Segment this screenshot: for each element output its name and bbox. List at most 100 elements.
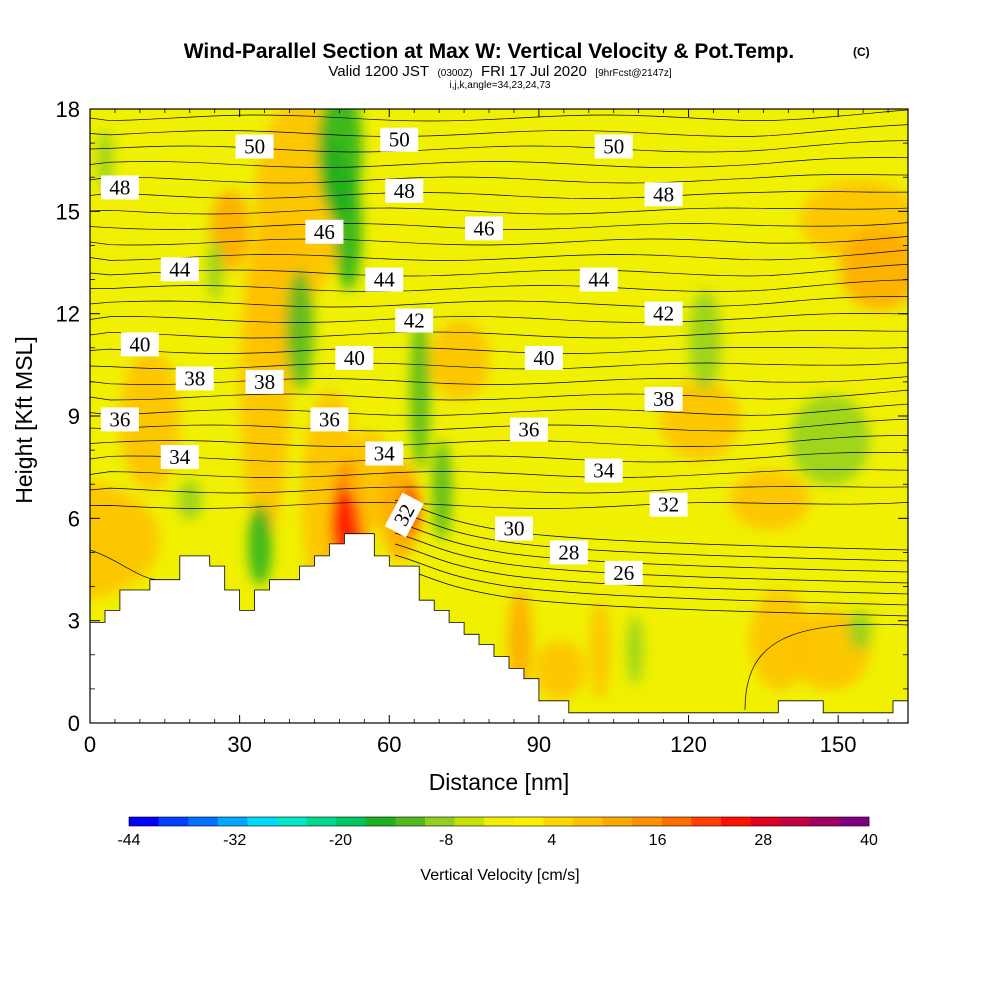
isentrope <box>394 543 908 595</box>
velocity-cell <box>430 320 490 400</box>
isentrope <box>90 389 908 401</box>
colorbar-label: Vertical Velocity [cm/s] <box>420 867 579 884</box>
subtitle-date: FRI 17 Jul 2020 <box>481 63 587 80</box>
colorbar-swatch <box>721 817 751 826</box>
isentrope <box>394 532 908 584</box>
velocity-cell <box>286 270 314 390</box>
colorbar-swatch <box>158 817 189 826</box>
isentrope <box>90 124 908 137</box>
velocity-cell <box>410 310 430 470</box>
velocity-cell <box>848 610 872 650</box>
chart-subtitle: Valid 1200 JST (0300Z) FRI 17 Jul 2020 [… <box>328 63 671 80</box>
y-tick-label: 15 <box>56 199 80 224</box>
subtitle-indices: i,j,k,angle=34,23,24,73 <box>450 80 551 91</box>
contour-label-text: 46 <box>314 220 335 244</box>
colorbar-swatch <box>336 817 367 826</box>
contour-label-text: 36 <box>518 418 539 442</box>
colorbar-tick-label: 40 <box>860 832 878 849</box>
isentrope <box>394 499 908 551</box>
velocity-cell <box>508 590 532 690</box>
colorbar-swatch <box>217 817 248 826</box>
colorbar-swatch <box>632 817 663 826</box>
colorbar-tick-label: -32 <box>223 832 246 849</box>
colorbar-swatch <box>425 817 455 826</box>
contour-label-text: 32 <box>658 493 679 517</box>
velocity-cell <box>840 230 908 310</box>
isentrope <box>90 263 908 277</box>
contour-label-text: 36 <box>109 407 130 431</box>
velocity-cell <box>0 110 82 250</box>
contour-label: 48 <box>385 178 424 203</box>
contour-label-text: 50 <box>603 135 624 159</box>
contour-label: 50 <box>235 134 274 159</box>
velocity-cell <box>730 470 810 530</box>
isentrope <box>90 376 908 385</box>
contour-label-text: 38 <box>653 387 674 411</box>
colorbar-swatch <box>247 817 278 826</box>
colorbar-swatch <box>809 817 840 826</box>
isentrope <box>90 403 908 416</box>
contour-label: 34 <box>160 444 199 469</box>
colorbar-tick-label: -44 <box>117 832 140 849</box>
subtitle-valid: Valid 1200 JST <box>328 63 429 80</box>
colorbar-swatch <box>129 817 159 826</box>
isentrope <box>90 191 908 199</box>
x-tick-label: 60 <box>377 732 401 757</box>
colorbar-swatch <box>277 817 307 826</box>
contour-label-text: 48 <box>394 179 415 203</box>
velocity-cell <box>248 505 272 585</box>
contour-label: 30 <box>494 516 533 541</box>
isentrope <box>394 521 908 573</box>
copyright-mark: (C) <box>853 45 870 59</box>
contour-label-text: 28 <box>558 540 579 564</box>
isentrope <box>90 362 908 370</box>
x-tick-label: 90 <box>527 732 551 757</box>
contour-label-text: 44 <box>374 268 396 292</box>
colorbar-swatch <box>602 817 633 826</box>
contour-label: 48 <box>644 182 683 207</box>
contour-label-text: 44 <box>169 257 191 281</box>
colorbar-swatch <box>750 817 781 826</box>
contour-label-text: 44 <box>588 268 610 292</box>
contour-label: 34 <box>365 441 404 466</box>
velocity-cell <box>90 481 160 599</box>
isentrope <box>90 207 908 215</box>
isentrope <box>90 140 908 153</box>
colorbar: -44 -32 -20 -8 4 16 28 40 <box>117 816 878 849</box>
contour-label: 36 <box>310 407 349 432</box>
velocity-cell <box>790 395 870 485</box>
contour-label-text: 34 <box>374 442 396 466</box>
isentrope <box>90 418 908 432</box>
x-tick-label: 30 <box>227 732 251 757</box>
subtitle-forecast: [9hrFcst@2147z] <box>595 68 672 79</box>
contour-label: 26 <box>604 560 643 585</box>
velocity-cell <box>0 210 45 310</box>
theta-contours <box>90 109 908 711</box>
isentrope <box>90 502 908 509</box>
contour-label: 46 <box>305 219 344 244</box>
isentrope <box>90 296 908 308</box>
contour-label-text: 50 <box>389 128 410 152</box>
contour-label: 42 <box>395 308 434 333</box>
colorbar-swatch <box>513 817 544 826</box>
contour-label-text: 36 <box>319 407 340 431</box>
isentrope <box>90 435 908 447</box>
contour-label-text: 40 <box>129 332 150 356</box>
contour-label-text: 48 <box>109 175 130 199</box>
isentrope <box>90 174 908 184</box>
isentrope <box>90 313 908 323</box>
y-tick-label: 6 <box>68 506 80 531</box>
y-tick-label: 3 <box>68 609 80 634</box>
contour-label: 44 <box>579 267 618 292</box>
contour-label-text: 34 <box>593 459 615 483</box>
colorbar-swatch <box>395 817 426 826</box>
isentrope <box>90 486 908 494</box>
velocity-cell <box>689 290 721 390</box>
velocity-cell <box>590 600 610 700</box>
colorbar-swatch <box>780 817 811 826</box>
isentrope <box>90 469 908 478</box>
contour-label: 40 <box>335 346 374 371</box>
colorbar-swatch <box>454 817 485 826</box>
